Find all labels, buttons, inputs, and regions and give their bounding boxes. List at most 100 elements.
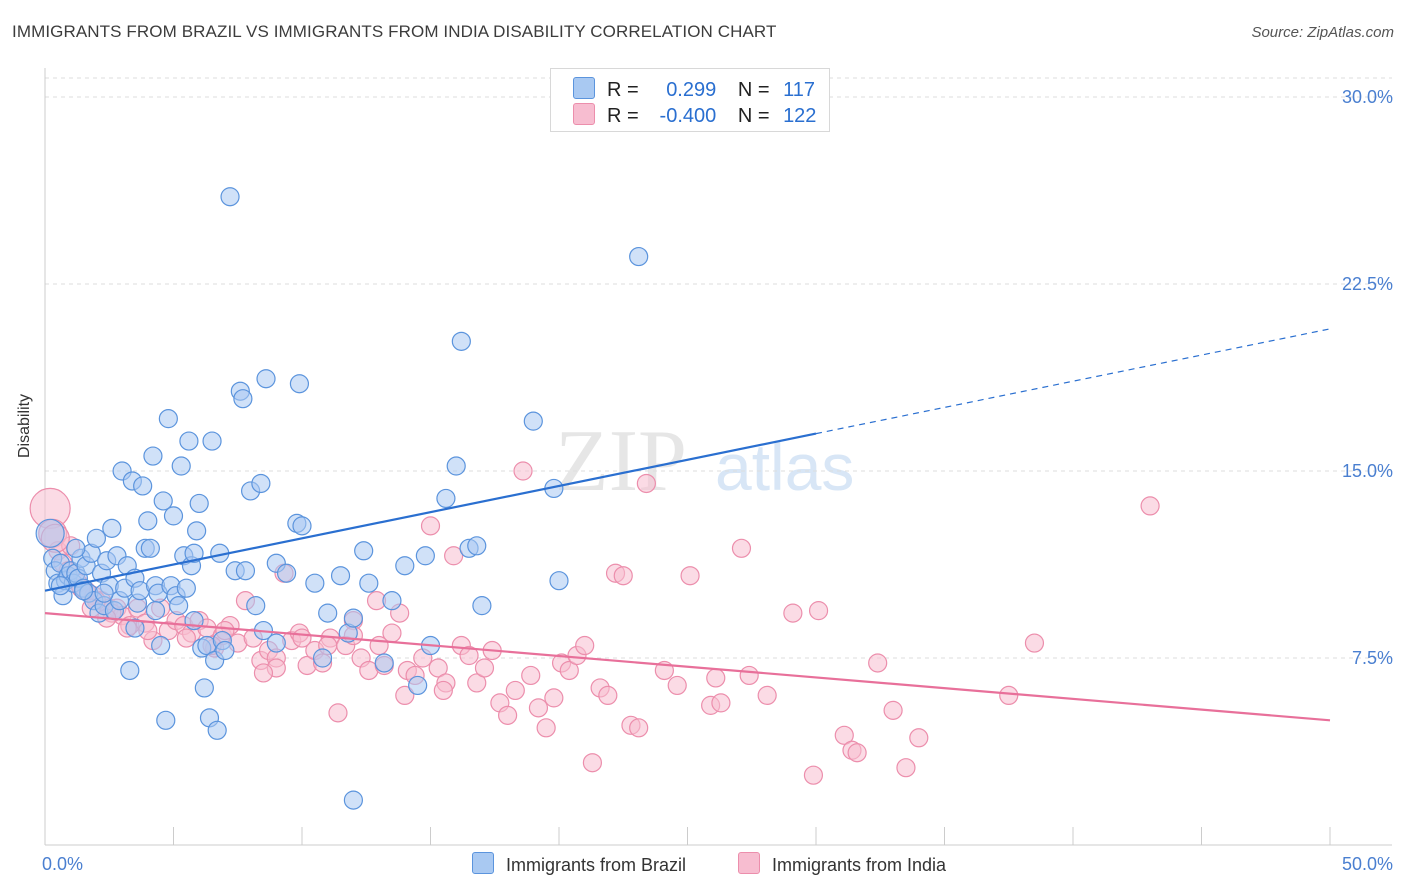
brazil-point-48 [163,506,184,526]
india-point-103 [395,685,415,706]
india-point-63 [513,461,533,481]
brazil-point-107 [374,653,394,673]
brazil-point-83 [292,516,312,536]
brazil-trend-line [44,432,817,592]
india-point-100 [847,743,867,763]
india-point-79 [636,473,656,494]
watermark: ZIP atlas [555,413,854,510]
brazil-r-value: 0.299 [666,79,717,101]
india-point-112 [176,628,196,648]
india-point-85 [739,665,759,686]
brazil-point-109 [266,633,286,653]
brazil-point-101 [472,596,492,616]
india-point-76 [613,566,633,586]
brazil-point-31 [120,660,140,681]
brazil-point-102 [523,411,543,431]
brazil-point-45 [156,710,176,730]
brazil-point-104 [629,246,649,267]
trend-lines [44,328,1331,722]
y-tick-label-0: 7.5% [1352,648,1393,668]
india-point-96 [1140,496,1160,516]
india-point-91 [868,653,888,673]
brazil-point-60 [194,678,214,698]
india-point-87 [783,603,803,623]
india-point-78 [629,718,649,738]
brazil-point-54 [179,431,199,451]
india-legend-swatch [738,852,760,874]
chart-title: IMMIGRANTS FROM BRAZIL VS IMMIGRANTS FRO… [12,22,777,41]
brazil-point-44 [153,491,173,511]
india-n-label: N = [737,105,770,127]
india-point-101 [883,700,903,720]
india-point-102 [433,680,453,701]
y-tick-label-3: 30.0% [1342,87,1393,107]
brazil-r-label: R = [607,79,639,101]
india-point-88 [808,601,829,621]
bottom-legend-brazil: Immigrants from Brazil [472,852,686,876]
brazil-point-53 [176,578,196,598]
india-series [29,461,1160,785]
brazil-point-85 [318,603,338,623]
brazil-point-68 [215,640,235,661]
brazil-point-58 [189,493,209,514]
brazil-point-111 [145,601,166,621]
india-point-72 [582,753,603,773]
brazil-point-92 [382,591,402,611]
brazil-point-113 [94,583,114,603]
india-point-98 [711,693,731,713]
tick-labels: 7.5% 15.0% 22.5% 30.0% 0.0% 50.0% [42,87,1393,874]
brazil-point-89 [343,608,363,628]
brazil-point-90 [354,541,374,561]
india-point-94 [999,685,1019,706]
brazil-point-24 [102,518,122,538]
brazil-point-96 [436,488,456,509]
india-point-99 [803,765,824,785]
india-point-51 [420,516,441,536]
watermark-atlas: atlas [715,430,854,504]
legend-row-india: R = -0.400 N = 122 [573,103,816,128]
brazil-n-label: N = [737,79,770,101]
india-r-value: -0.400 [659,105,717,127]
brazil-point-78 [256,369,276,389]
india-point-62 [505,680,525,701]
bottom-legend-india: Immigrants from India [738,852,946,876]
brazil-point-95 [415,546,435,566]
india-trend-line [44,612,1331,722]
brazil-n-value: 117 [783,79,815,101]
brazil-point-56 [184,543,204,563]
brazil-point-40 [143,446,163,466]
source-label: Source: ZipAtlas.com [1251,24,1394,41]
india-point-81 [667,675,687,696]
india-point-104 [369,635,389,656]
india-n-value: 122 [783,105,817,127]
india-point-92 [896,758,916,778]
india-point-71 [575,635,595,656]
india-point-83 [706,668,726,688]
brazil-point-0 [35,518,65,548]
brazil-point-46 [158,409,178,429]
brazil-legend-label: Immigrants from Brazil [506,855,687,875]
brazil-point-91 [359,573,379,593]
brazil-point-88 [343,790,363,810]
india-point-58 [474,658,495,678]
india-point-89 [834,725,854,745]
india-point-66 [536,718,556,738]
brazil-point-50 [169,596,189,616]
india-swatch [573,103,595,125]
brazil-trend-extension [815,328,1331,435]
india-point-67 [544,688,564,708]
brazil-point-76 [251,473,271,494]
brazil-swatch [573,77,595,99]
brazil-point-93 [395,556,415,576]
brazil-point-73 [235,561,256,581]
brazil-point-65 [207,720,227,740]
india-point-57 [467,673,487,693]
india-point-56 [459,645,479,666]
brazil-legend-swatch [472,852,494,874]
brazil-point-63 [202,431,222,451]
brazil-point-51 [171,456,191,476]
brazil-point-98 [451,331,471,351]
y-tick-label-2: 22.5% [1342,274,1393,294]
brazil-point-72 [233,389,253,409]
